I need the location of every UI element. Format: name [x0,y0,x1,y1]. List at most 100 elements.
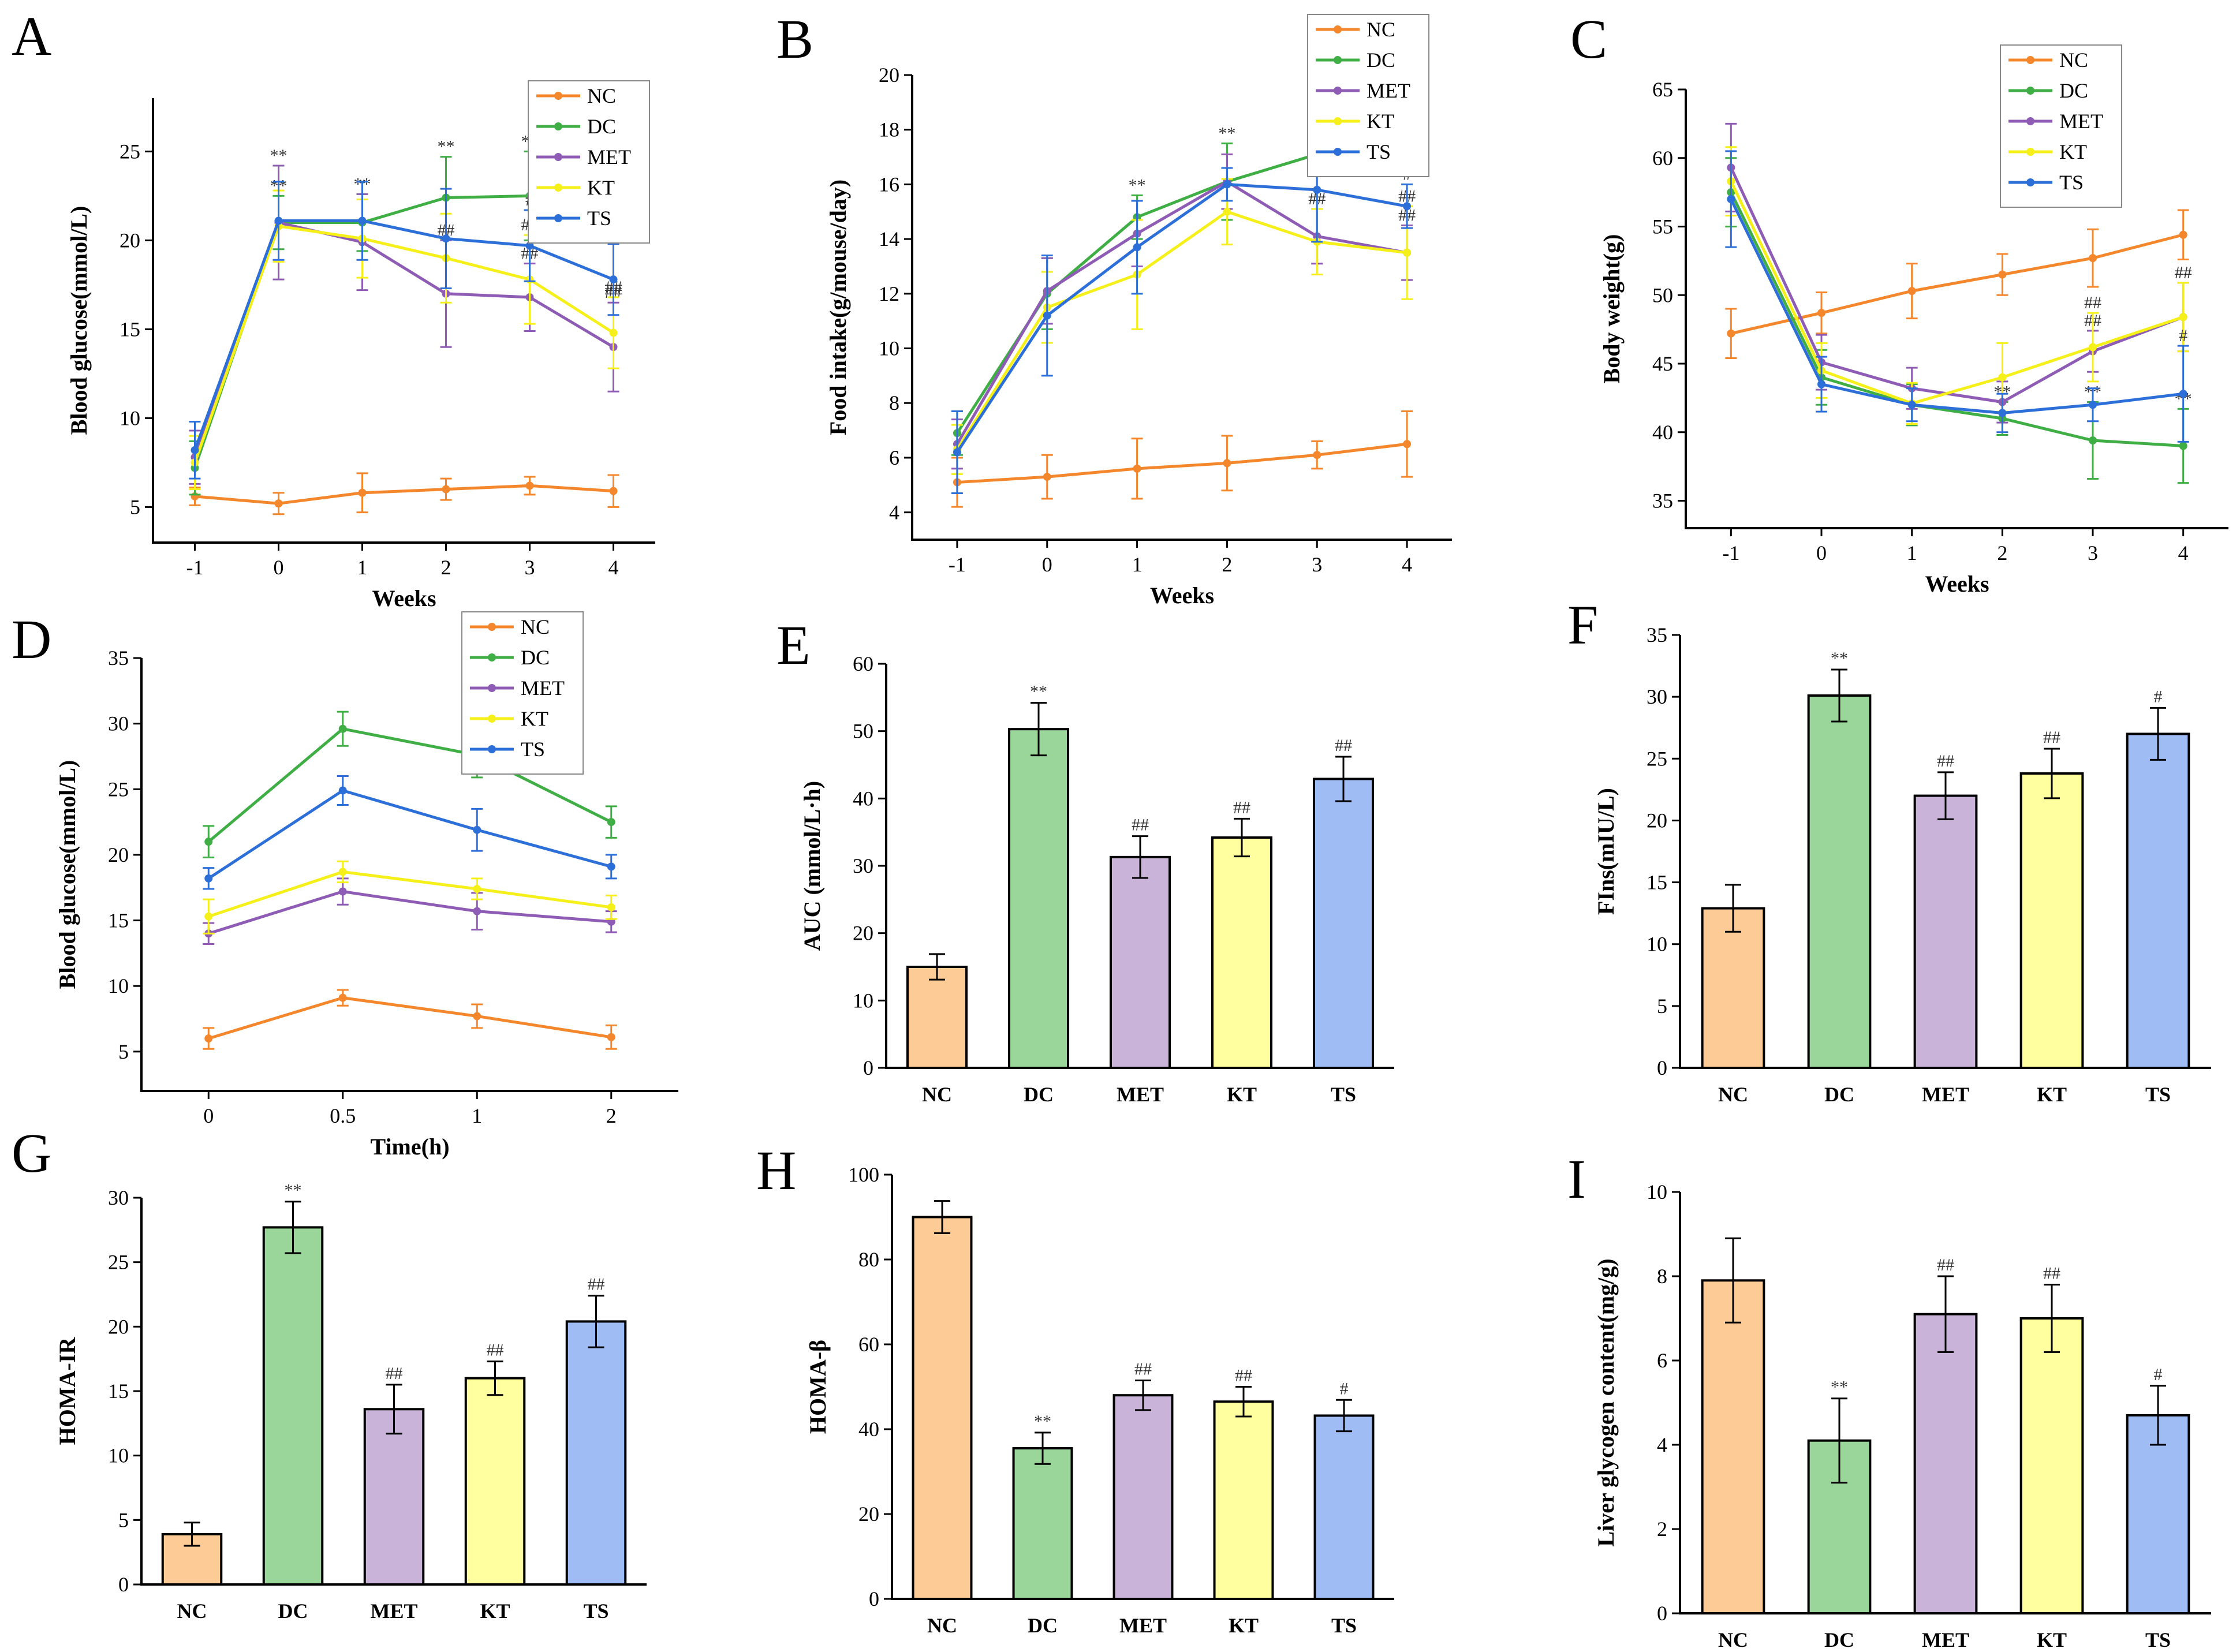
legend-marker [1334,87,1342,95]
y-tick-label: 0 [869,1587,879,1610]
x-tick-label: DC [1824,1083,1854,1106]
x-tick-label: KT [480,1599,510,1623]
y-axis-label: Food intake(g/mouse/day) [825,180,851,435]
y-tick-label: 20 [108,843,129,866]
series-line [193,219,614,451]
x-tick-label: TS [2145,1628,2171,1651]
y-tick-label: 5 [1657,995,1667,1018]
legend-marker [1334,148,1342,156]
panel-letter: C [1570,8,1607,70]
significance-mark: ** [438,137,455,156]
bar-MET [1109,855,1171,1070]
y-tick-label: 35 [1652,489,1673,513]
data-point [442,485,450,494]
data-point [1043,473,1051,481]
significance-mark: ## [487,1341,504,1360]
x-tick-label: -1 [186,556,204,579]
y-tick-label: 8 [1657,1265,1667,1288]
panel-letter: E [776,614,811,676]
bar-NC [906,966,968,1069]
panel-letter: B [776,8,813,70]
x-tick-label: -1 [1722,541,1739,565]
series-line [193,220,614,458]
x-tick-label: MET [1119,1614,1167,1637]
data-point [2179,390,2187,398]
significance-mark: ** [1831,1378,1848,1397]
legend-marker [554,184,562,192]
data-point [1133,464,1141,473]
data-point [1403,248,1412,257]
panel-E: AUC (mmol/L·h) E 0 10 20 30 40 50 60 NC ** DC ## MET #… [776,614,1394,1106]
x-tick-label: DC [1824,1628,1854,1651]
x-tick-label: 0 [274,556,284,579]
data-point [525,481,534,490]
y-tick-label: 60 [853,652,873,675]
data-point [1133,243,1141,252]
bar-TS [1313,1414,1375,1600]
legend-marker [2026,148,2034,156]
x-tick-label: 4 [1402,553,1412,576]
y-tick-label: 4 [1657,1433,1667,1456]
data-point [274,499,283,508]
y-tick-label: 25 [108,778,129,801]
data-point [1817,380,1825,388]
series-NC [189,472,619,515]
x-tick-label: 2 [1997,541,2007,565]
y-tick-label: 55 [1652,215,1673,238]
y-tick-label: 10 [879,337,899,360]
legend-marker [554,122,562,130]
series-MET [203,877,617,945]
y-tick-label: 65 [1652,78,1673,101]
data-point [953,448,961,457]
x-tick-label: 1 [1907,541,1917,565]
data-point [204,838,213,846]
bar-KT [464,1377,526,1586]
legend-marker [554,214,562,222]
x-tick-label: TS [2145,1083,2171,1106]
series-line [193,224,614,464]
legend-label: TS [587,207,611,230]
x-axis-label: Time(h) [370,1134,449,1160]
y-tick-label: 10 [1647,933,1667,956]
legend: NC DC MET KT TS [461,611,584,775]
series-MET: #### [951,153,1416,470]
series-line [207,788,612,880]
x-tick-label: NC [927,1614,957,1637]
y-tick-label: 35 [1647,623,1667,646]
y-tick-label: 10 [853,989,873,1012]
x-tick-label: KT [2037,1083,2067,1106]
x-tick-label: 2 [1222,553,1232,576]
data-point [1313,451,1321,459]
data-point [2089,436,2097,444]
y-axis-label: Body weight(g) [1599,234,1625,384]
x-tick-label: NC [1718,1628,1748,1651]
data-point [2179,313,2187,322]
panel-B: Food intake(g/mouse/day)WeeksB4681012141… [776,8,1452,608]
legend: NC DC MET KT TS [2000,44,2122,208]
series-line [195,484,614,505]
series-line [957,442,1408,484]
y-tick-label: 60 [1652,147,1673,170]
data-point [1727,329,1735,338]
significance-mark: ## [1134,1359,1152,1378]
x-tick-label: 3 [525,556,535,579]
bar-KT [1211,836,1273,1069]
legend-label: NC [2059,48,2088,72]
series-line [1730,192,2183,447]
legend-marker [554,92,562,100]
data-point [2179,230,2187,239]
data-point [2089,401,2097,409]
series-line [1730,181,2184,405]
series-NC [203,989,617,1050]
significance-mark: ## [1937,752,1954,771]
x-tick-label: 0.5 [330,1104,356,1127]
legend-label: MET [2059,110,2103,133]
significance-mark: ## [2043,1264,2060,1283]
legend-label: DC [2059,79,2088,102]
series-KT [203,860,617,935]
y-tick-label: 20 [1647,809,1667,832]
series-line [955,210,1408,451]
bar-KT [2019,772,2084,1069]
significance-mark: # [2154,1365,2163,1384]
legend-marker [488,745,496,753]
